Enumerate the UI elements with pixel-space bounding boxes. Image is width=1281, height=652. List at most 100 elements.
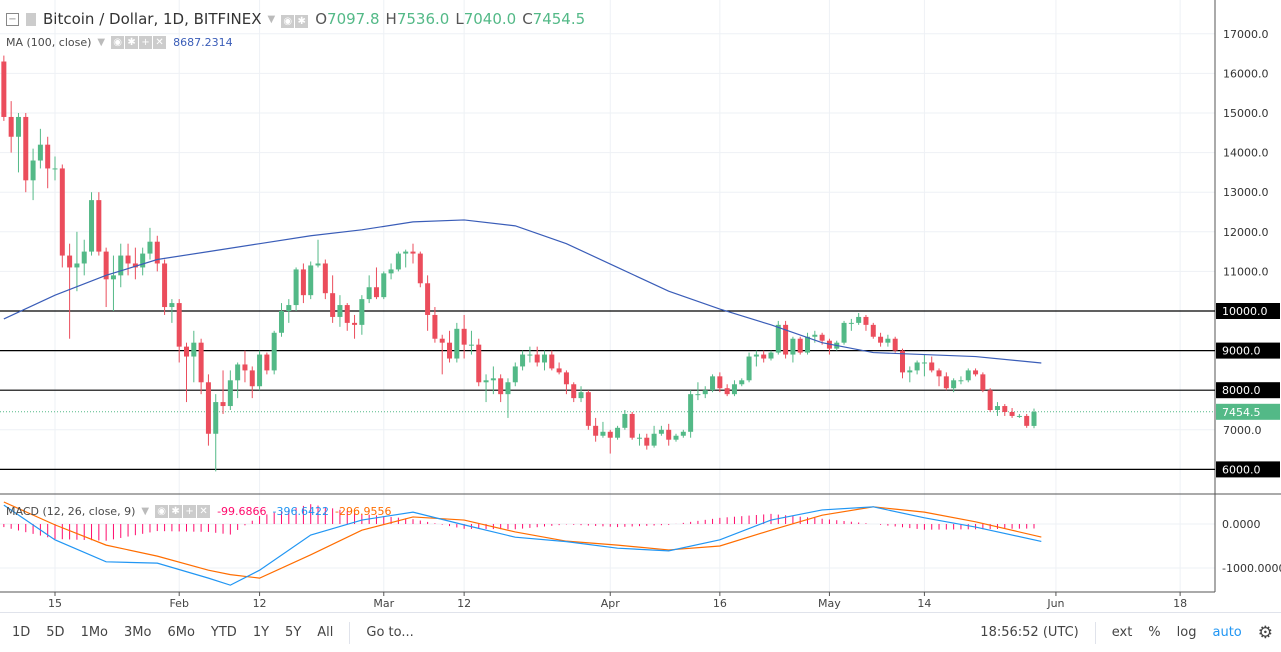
candle-body bbox=[403, 251, 409, 254]
candle-body bbox=[607, 431, 613, 438]
candle-body bbox=[542, 354, 548, 363]
auto-toggle[interactable]: auto bbox=[1212, 625, 1242, 640]
gear-icon[interactable]: ✱ bbox=[295, 15, 309, 28]
candle-body bbox=[154, 241, 160, 264]
candle-body bbox=[381, 273, 387, 298]
range-ytd[interactable]: YTD bbox=[210, 625, 237, 640]
candle-body bbox=[965, 370, 971, 381]
time-tick-label: 18 bbox=[1173, 597, 1187, 610]
chevron-down-icon[interactable]: ▼ bbox=[141, 505, 150, 517]
price-level-label: 9000.0 bbox=[1222, 345, 1261, 358]
candle-body bbox=[921, 362, 927, 364]
candle-body bbox=[227, 380, 233, 407]
plus-icon[interactable]: + bbox=[183, 505, 197, 518]
candle-body bbox=[688, 394, 694, 432]
percent-toggle[interactable]: % bbox=[1148, 625, 1161, 640]
ma-title[interactable]: MA (100, close) bbox=[6, 35, 92, 49]
candle-body bbox=[899, 350, 905, 373]
candle-body bbox=[352, 322, 358, 325]
plus-icon[interactable]: + bbox=[139, 36, 153, 49]
candle-body bbox=[162, 263, 168, 308]
flag-icon[interactable] bbox=[26, 12, 36, 26]
candle-body bbox=[140, 253, 146, 268]
range-all[interactable]: All bbox=[317, 625, 334, 640]
range-6mo[interactable]: 6Mo bbox=[167, 625, 195, 640]
close-icon[interactable]: ✕ bbox=[153, 36, 167, 49]
candle-body bbox=[943, 376, 949, 389]
candle-body bbox=[512, 366, 518, 383]
range-1y[interactable]: 1Y bbox=[252, 625, 270, 640]
eye-icon[interactable]: ◉ bbox=[281, 15, 295, 28]
candle-body bbox=[8, 116, 14, 137]
macd-title[interactable]: MACD (12, 26, close, 9) bbox=[6, 504, 136, 518]
close-icon[interactable]: ✕ bbox=[197, 505, 211, 518]
candle-body bbox=[958, 380, 964, 382]
candle-body bbox=[293, 269, 299, 306]
candle-body bbox=[695, 394, 701, 396]
candle-body bbox=[783, 324, 789, 355]
candle-body bbox=[425, 283, 431, 315]
candle-body bbox=[373, 287, 379, 298]
time-tick-label: Mar bbox=[373, 597, 394, 610]
close-label: C bbox=[522, 10, 533, 28]
range-1d[interactable]: 1D bbox=[12, 625, 31, 640]
candle-body bbox=[651, 433, 657, 446]
macd-value: -396.6422 bbox=[272, 504, 329, 518]
price-tick-label: 12000.0 bbox=[1223, 226, 1269, 239]
candle-body bbox=[132, 263, 138, 268]
candle-body bbox=[534, 354, 540, 363]
gear-icon[interactable]: ✱ bbox=[125, 36, 139, 49]
chevron-down-icon[interactable]: ▼ bbox=[267, 13, 276, 25]
candle-body bbox=[344, 305, 350, 323]
collapse-icon[interactable]: − bbox=[6, 12, 19, 26]
price-level-badge bbox=[1216, 303, 1280, 319]
chevron-down-icon[interactable]: ▼ bbox=[97, 36, 106, 48]
candle-body bbox=[790, 338, 796, 355]
candle-body bbox=[96, 200, 102, 252]
ma100-line bbox=[3, 219, 1042, 364]
candle-body bbox=[658, 429, 664, 434]
price-level-label: 6000.0 bbox=[1222, 463, 1261, 476]
time-tick-label: 12 bbox=[457, 597, 471, 610]
candle-body bbox=[951, 380, 957, 389]
low-label: L bbox=[455, 10, 464, 28]
candle-body bbox=[1009, 411, 1015, 416]
price-level-badge bbox=[1216, 382, 1280, 399]
range-5d[interactable]: 5D bbox=[46, 625, 65, 640]
log-toggle[interactable]: log bbox=[1176, 625, 1197, 640]
candle-body bbox=[67, 255, 73, 268]
candle-body bbox=[885, 338, 891, 343]
candle-body bbox=[30, 160, 36, 181]
price-level-label: 10000.0 bbox=[1222, 305, 1268, 318]
ma-value: 8687.2314 bbox=[173, 35, 233, 49]
candle-body bbox=[257, 354, 263, 387]
candle-body bbox=[410, 251, 416, 254]
candle-body bbox=[1, 61, 7, 117]
time-tick-label: 12 bbox=[253, 597, 267, 610]
candle-body bbox=[118, 255, 124, 276]
eye-icon[interactable]: ◉ bbox=[155, 505, 169, 518]
candle-body bbox=[198, 342, 204, 383]
candle-body bbox=[571, 384, 577, 399]
high-value: 7536.0 bbox=[396, 10, 450, 28]
gear-icon[interactable]: ✱ bbox=[169, 505, 183, 518]
range-5y[interactable]: 5Y bbox=[285, 625, 302, 640]
candle-body bbox=[768, 352, 774, 359]
candle-body bbox=[359, 299, 365, 325]
price-tick-label: 16000.0 bbox=[1223, 67, 1269, 80]
price-chart[interactable]: 7000.0 11000.0 12000.0 13000.0 14000.0 15000.… bbox=[0, 0, 1281, 612]
range-3mo[interactable]: 3Mo bbox=[124, 625, 152, 640]
candle-body bbox=[388, 269, 394, 274]
candle-body bbox=[205, 382, 211, 434]
candle-body bbox=[907, 370, 913, 373]
candle-body bbox=[439, 338, 445, 343]
eye-icon[interactable]: ◉ bbox=[111, 36, 125, 49]
candle-body bbox=[110, 275, 116, 280]
symbol-title[interactable]: Bitcoin / Dollar, 1D, BITFINEX bbox=[43, 10, 262, 28]
goto-button[interactable]: Go to... bbox=[366, 625, 414, 640]
gear-icon[interactable]: ⚙ bbox=[1257, 622, 1273, 643]
ext-toggle[interactable]: ext bbox=[1111, 625, 1133, 640]
time-tick-label: Feb bbox=[169, 597, 188, 610]
candle-body bbox=[973, 370, 979, 375]
range-1mo[interactable]: 1Mo bbox=[80, 625, 109, 640]
